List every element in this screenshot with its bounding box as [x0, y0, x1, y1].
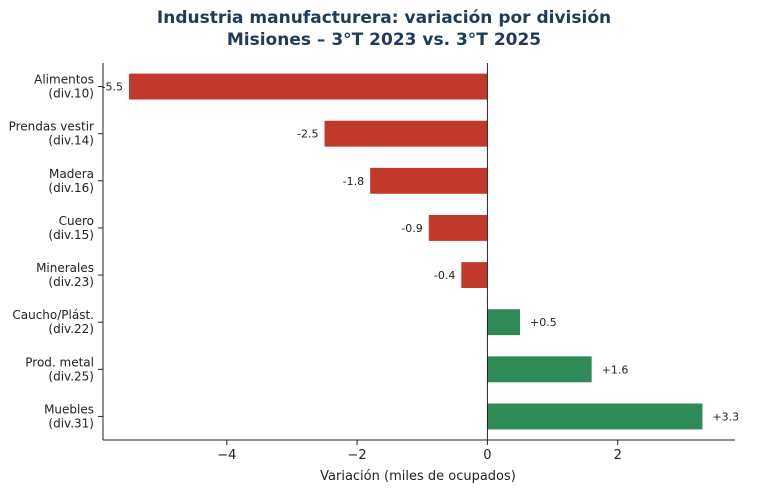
y-tick-label-code: (div.10) [48, 87, 94, 101]
chart-title: Industria manufacturera: variación por d… [156, 8, 612, 28]
y-axis-ticks: Alimentos(div.10) Prendas vestir(div.14) M… [9, 73, 103, 430]
bars-group [129, 73, 703, 430]
bar [487, 309, 520, 336]
y-tick-label-name: Prendas vestir [9, 120, 94, 134]
x-axis-ticks: −4 −2 0 2 [217, 440, 622, 463]
data-label: -2.5 [297, 128, 318, 141]
bar [370, 167, 488, 194]
bar [487, 403, 703, 430]
x-axis-label: Variación (miles de ocupados) [320, 469, 516, 484]
y-tick-label-code: (div.14) [48, 134, 94, 148]
data-label: -5.5 [102, 81, 123, 94]
data-label: -0.9 [401, 222, 422, 235]
data-labels-group: -5.5 -2.5 -1.8 -0.9 -0.4 +0.5 +1.6 +3.3 [102, 81, 740, 424]
x-tick-label: −2 [348, 448, 367, 463]
bar [129, 73, 488, 100]
data-label: +1.6 [602, 363, 629, 376]
x-tick-label: 2 [614, 448, 622, 463]
bar [487, 356, 592, 383]
y-tick-label-name: Madera [49, 167, 94, 181]
x-tick-label: 0 [483, 448, 491, 463]
y-tick-label-code: (div.16) [48, 181, 94, 195]
bar [324, 120, 488, 147]
y-tick-label-code: (div.25) [48, 369, 94, 383]
bar [428, 214, 488, 241]
axes-group [102, 63, 735, 441]
y-tick-label-code: (div.31) [48, 416, 94, 430]
bar [461, 262, 488, 289]
y-tick-label-code: (div.22) [48, 322, 94, 336]
data-label: -0.4 [434, 269, 455, 282]
chart-subtitle: Misiones – 3°T 2023 vs. 3°T 2025 [226, 30, 542, 50]
y-tick-label-code: (div.23) [48, 275, 94, 289]
data-label: -1.8 [343, 175, 364, 188]
data-label: +3.3 [712, 410, 739, 423]
y-tick-label-name: Alimentos [34, 73, 94, 87]
y-tick-label-name: Prod. metal [25, 355, 94, 369]
data-label: +0.5 [530, 316, 557, 329]
y-tick-label-name: Caucho/Plást. [12, 308, 94, 322]
y-tick-label-name: Cuero [59, 214, 94, 228]
y-tick-label-code: (div.15) [48, 228, 94, 242]
x-tick-label: −4 [217, 448, 236, 463]
y-tick-label-name: Minerales [36, 261, 94, 275]
y-tick-label-name: Muebles [44, 402, 94, 416]
